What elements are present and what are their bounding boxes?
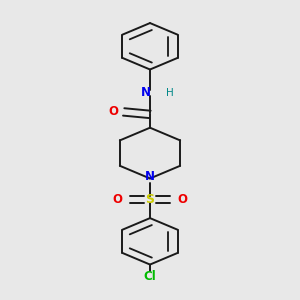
Text: H: H (166, 88, 174, 98)
Text: Cl: Cl (144, 270, 156, 284)
Text: N: N (145, 169, 155, 182)
Text: O: O (178, 193, 188, 206)
Text: O: O (112, 193, 122, 206)
Text: O: O (108, 105, 118, 118)
Text: N: N (141, 86, 151, 99)
Text: S: S (146, 193, 154, 206)
